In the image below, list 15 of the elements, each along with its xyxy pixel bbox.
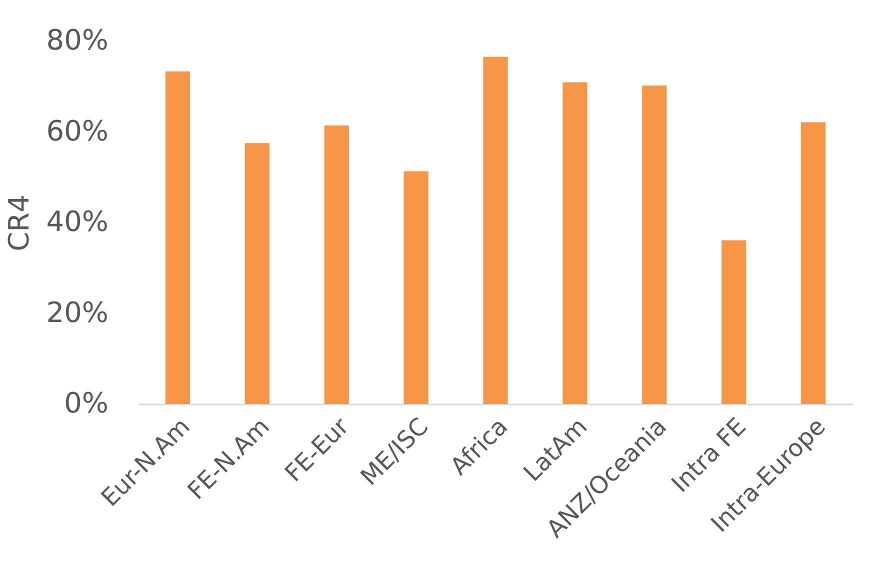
y-tick-label: 20% (46, 296, 108, 329)
bar (244, 143, 270, 404)
bar (324, 125, 349, 404)
bar (562, 82, 588, 404)
y-tick-label: 0% (64, 386, 108, 420)
bar (165, 71, 190, 404)
y-axis-title: CR4 (2, 194, 36, 252)
bar (404, 171, 428, 404)
bar (642, 85, 667, 404)
y-tick-label: 40% (46, 205, 108, 238)
bar (722, 240, 746, 404)
y-tick-label: 60% (46, 114, 108, 148)
bar (483, 56, 508, 404)
bar (800, 122, 826, 404)
y-tick-label: 80% (46, 24, 108, 56)
